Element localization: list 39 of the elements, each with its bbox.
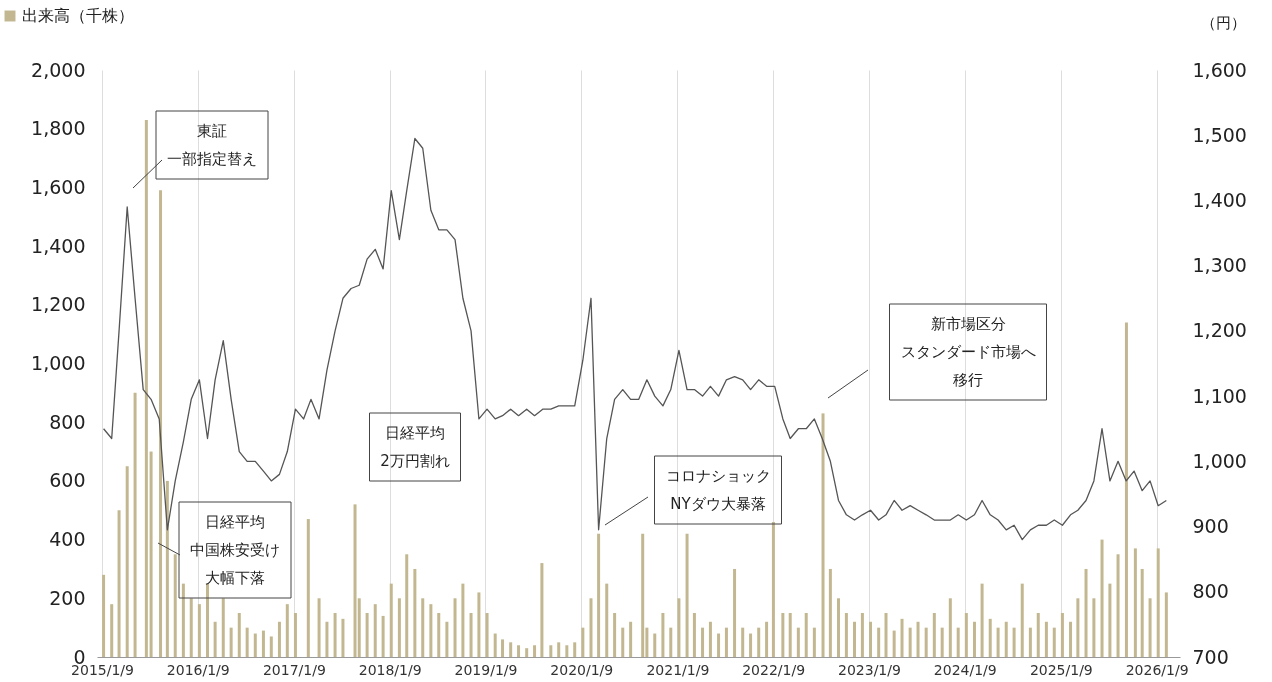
- x-tick-label: 2016/1/9: [166, 661, 230, 678]
- y2-tick-label: 700: [1192, 645, 1229, 668]
- y-tick-label: 1,200: [31, 293, 86, 316]
- annotation: コロナショックNYダウ大暴落: [665, 467, 771, 513]
- y2-tick-label: 1,000: [1192, 449, 1247, 472]
- y2-tick-label: 800: [1192, 580, 1229, 603]
- annotation: 新市場区分スタンダード市場へ移行: [900, 315, 1036, 389]
- x-tick-label: 2025/1/9: [1029, 661, 1093, 678]
- y-tick-label: 1,600: [31, 175, 86, 198]
- line-series: [102, 137, 1167, 541]
- annotation: 日経平均2万円割れ: [380, 424, 450, 470]
- x-tick-label: 2024/1/9: [933, 661, 997, 678]
- x-tick-label: 2018/1/9: [358, 661, 422, 678]
- x-tick-label: 2017/1/9: [262, 661, 326, 678]
- y-tick-label: 800: [49, 410, 86, 433]
- x-tick-label: 2020/1/9: [550, 661, 614, 678]
- y-tick-label: 600: [49, 469, 86, 492]
- x-tick-label: 2026/1/9: [1125, 661, 1189, 678]
- y-tick-label: 2,000: [31, 58, 86, 81]
- annotation: 東証一部指定替え: [167, 122, 257, 168]
- y2-tick-label: 900: [1192, 515, 1229, 538]
- y-tick-label: 400: [49, 528, 86, 551]
- y-tick-label: 1,800: [31, 117, 86, 140]
- y2-axis-title: （円）: [1200, 13, 1246, 32]
- x-tick-label: 2022/1/9: [742, 661, 806, 678]
- x-tick-label: 2023/1/9: [838, 661, 901, 678]
- y-tick-label: 1,400: [31, 234, 86, 257]
- legend-label: 出来高（千株）: [22, 6, 134, 25]
- y2-tick-label: 1,300: [1192, 254, 1247, 277]
- y2-tick-label: 1,100: [1192, 384, 1247, 407]
- x-tick-label: 2019/1/9: [454, 661, 518, 678]
- y2-tick-label: 1,200: [1192, 319, 1247, 342]
- y-tick-label: 200: [49, 586, 86, 609]
- y2-tick-label: 1,500: [1192, 123, 1247, 146]
- y2-tick-label: 1,400: [1192, 188, 1247, 211]
- x-tick-label: 2021/1/9: [646, 661, 710, 678]
- y2-tick-label: 1,600: [1192, 58, 1247, 81]
- y-tick-label: 1,000: [31, 352, 86, 374]
- annotation: 日経平均中国株安受け大幅下落: [190, 513, 280, 587]
